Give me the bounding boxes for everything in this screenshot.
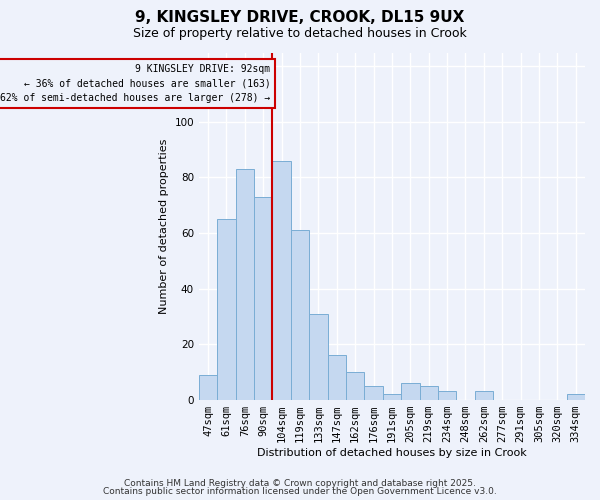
Bar [438,392,456,400]
Bar [401,383,419,400]
Bar [236,169,254,400]
Text: Contains public sector information licensed under the Open Government Licence v3: Contains public sector information licen… [103,487,497,496]
Text: 9, KINGSLEY DRIVE, CROOK, DL15 9UX: 9, KINGSLEY DRIVE, CROOK, DL15 9UX [136,10,464,25]
Bar [364,386,383,400]
Bar [309,314,328,400]
X-axis label: Distribution of detached houses by size in Crook: Distribution of detached houses by size … [257,448,527,458]
Y-axis label: Number of detached properties: Number of detached properties [159,138,169,314]
Bar [566,394,585,400]
Bar [346,372,364,400]
Text: Size of property relative to detached houses in Crook: Size of property relative to detached ho… [133,28,467,40]
Bar [475,392,493,400]
Text: Contains HM Land Registry data © Crown copyright and database right 2025.: Contains HM Land Registry data © Crown c… [124,478,476,488]
Bar [272,161,291,400]
Bar [199,374,217,400]
Bar [419,386,438,400]
Bar [291,230,309,400]
Bar [254,197,272,400]
Bar [383,394,401,400]
Bar [328,355,346,400]
Bar [217,219,236,400]
Text: 9 KINGSLEY DRIVE: 92sqm
← 36% of detached houses are smaller (163)
62% of semi-d: 9 KINGSLEY DRIVE: 92sqm ← 36% of detache… [1,64,271,103]
